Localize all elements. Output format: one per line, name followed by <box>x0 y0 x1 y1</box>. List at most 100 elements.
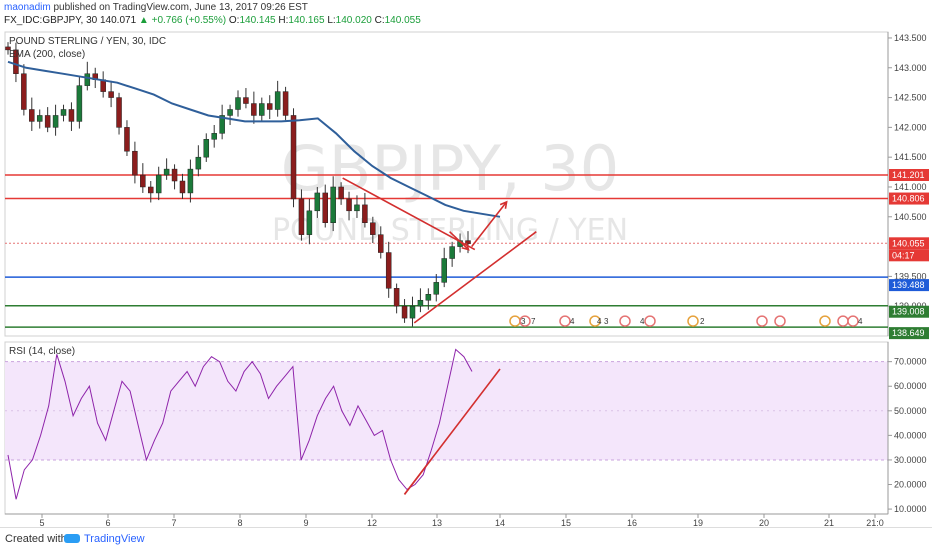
candle-body <box>227 109 233 116</box>
candle-body <box>378 234 384 253</box>
candle-body <box>148 186 154 194</box>
event-marker-icon <box>756 315 768 327</box>
price-label-text: 139.488 <box>892 280 925 290</box>
candle-body <box>330 186 336 223</box>
event-marker-icon <box>774 315 786 327</box>
event-marker-count: 3 <box>604 317 609 326</box>
candle-body <box>266 103 273 110</box>
author-link[interactable]: maonadim <box>4 2 51 13</box>
price-label-box <box>889 327 929 340</box>
candle-body <box>322 192 328 223</box>
candle-body <box>298 198 305 235</box>
low-value: 140.020 <box>335 15 372 26</box>
tradingview-brand[interactable]: TradingView <box>84 533 145 545</box>
candle-body <box>171 168 178 182</box>
candle-body <box>243 97 249 104</box>
price-tick-label: 140.500 <box>894 212 927 222</box>
candle-body <box>132 150 138 176</box>
candle-body <box>393 288 400 307</box>
x-tick-label: 15 <box>561 518 571 527</box>
event-marker-icon <box>589 315 601 327</box>
candle-body <box>362 204 368 223</box>
close-label: C: <box>374 15 385 26</box>
event-marker-icon <box>644 315 656 327</box>
candle-body <box>433 282 440 295</box>
x-tick-label: 19 <box>693 518 703 527</box>
event-marker-icon <box>619 315 631 327</box>
change-text: ▲ +0.766 (+0.55%) <box>138 15 227 26</box>
x-tick-label: 20 <box>759 518 769 527</box>
price-label-text: 04:17 <box>892 250 915 260</box>
event-marker-count: 4 <box>570 317 575 326</box>
ema-legend: EMA (200, close) <box>9 49 85 60</box>
x-tick-label: 12 <box>367 518 377 527</box>
x-tick-label: 5 <box>39 518 44 527</box>
candle-body <box>259 103 265 116</box>
candle-body <box>409 305 416 319</box>
high-label: H: <box>278 15 289 26</box>
open-label: O: <box>228 15 240 26</box>
candle-body <box>401 305 408 319</box>
candle-body <box>449 246 455 259</box>
candle-body <box>385 252 392 289</box>
x-tick-label: 9 <box>303 518 308 527</box>
price-tick-label: 143.500 <box>894 33 927 43</box>
arrow-up <box>471 201 508 248</box>
candle-body <box>108 91 114 98</box>
rsi-line <box>7 348 473 500</box>
tradingview-logo-icon <box>64 534 80 543</box>
price-label-box <box>889 192 929 205</box>
price-pane <box>4 31 889 337</box>
footer: Created with TradingView <box>0 527 932 551</box>
rsi-band <box>5 361 888 460</box>
x-tick-label: 13 <box>432 518 442 527</box>
rsi-tick-label: 50.0000 <box>894 406 927 416</box>
price-label-box <box>889 168 929 181</box>
candle-body <box>417 299 424 307</box>
chart-header: maonadim published on TradingView.com, J… <box>0 0 932 28</box>
candle-body <box>346 198 352 212</box>
up-trendline <box>413 231 537 324</box>
candle-body <box>465 240 471 244</box>
price-label-box <box>889 249 929 262</box>
x-tick-label: 21 <box>824 518 834 527</box>
ema-200-line <box>7 60 501 218</box>
candle-body <box>370 222 376 235</box>
candle-body <box>195 156 202 170</box>
watermark-symbol: GBPJPY, 30 <box>281 132 619 205</box>
price-tick-label: 143.000 <box>894 63 927 73</box>
candle-body <box>13 49 19 74</box>
price-label-text: 138.649 <box>892 328 925 338</box>
candle-body <box>140 174 146 188</box>
price-label-text: 141.201 <box>892 170 925 180</box>
price-label-box <box>889 305 929 318</box>
candle-body <box>251 103 257 116</box>
event-marker-icon <box>559 315 571 327</box>
rsi-tick-label: 60.0000 <box>894 381 927 391</box>
candle-body <box>52 115 59 128</box>
published-text: published on TradingView.com, June 13, 2… <box>53 2 308 13</box>
event-marker-icon <box>837 315 849 327</box>
candle-body <box>235 97 241 110</box>
rsi-tick-label: 10.0000 <box>894 504 927 514</box>
rsi-trendline-top <box>403 368 501 495</box>
price-tick-label: 141.500 <box>894 152 927 162</box>
close-value: 140.055 <box>384 15 421 26</box>
event-marker-icon <box>687 315 699 327</box>
candle-body <box>29 109 35 122</box>
candle-body <box>36 115 43 122</box>
candle-body <box>187 168 194 194</box>
event-marker-count: 4 <box>597 317 602 326</box>
candle-body <box>441 258 447 283</box>
candle-body <box>21 73 27 110</box>
symbol-line: FX_IDC:GBPJPY, 30 140.071 ▲ +0.766 (+0.5… <box>4 15 421 26</box>
candle-body <box>290 115 297 200</box>
candle-body <box>219 115 225 134</box>
price-pane-title: POUND STERLING / YEN, 30, IDC <box>9 36 166 47</box>
event-marker-icon <box>519 315 531 327</box>
candle-body <box>76 85 83 122</box>
x-tick-label: 8 <box>237 518 242 527</box>
price-label-text: 139.008 <box>892 307 925 317</box>
candle-body <box>338 186 344 200</box>
